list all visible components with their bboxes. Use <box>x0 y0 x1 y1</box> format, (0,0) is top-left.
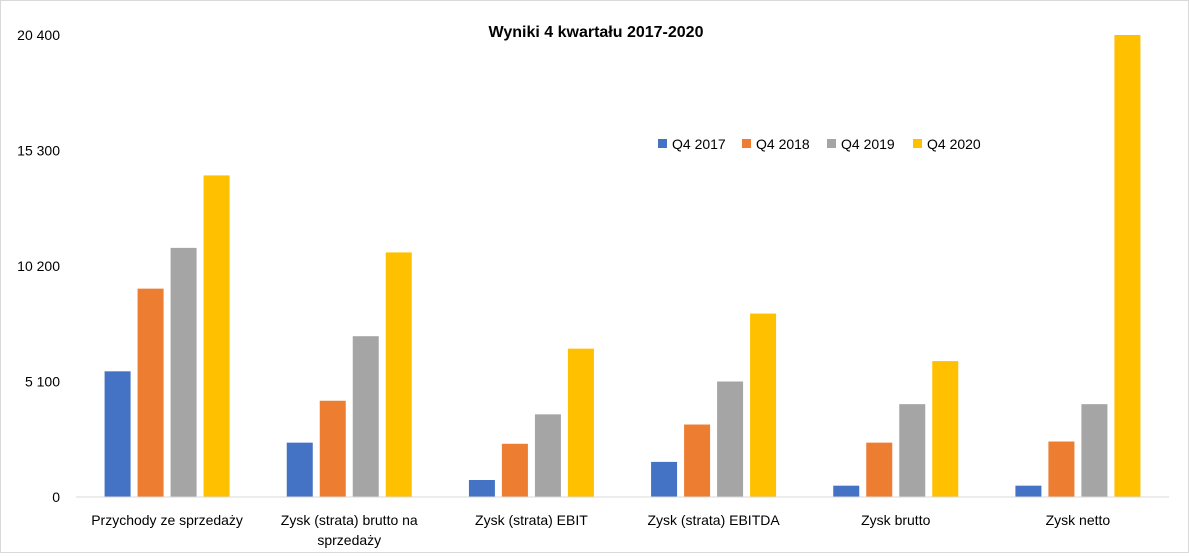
chart-title: Wyniki 4 kwartału 2017-2020 <box>489 24 704 41</box>
legend-swatch <box>742 139 751 148</box>
bar <box>104 371 131 497</box>
legend-label: Q4 2020 <box>927 136 981 152</box>
legend-label: Q4 2019 <box>841 136 895 152</box>
bar <box>137 288 164 497</box>
bar <box>468 480 495 497</box>
bar <box>932 361 959 497</box>
x-category-label: Zysk (strata) EBITDA <box>647 512 780 528</box>
y-axis-ticks: 0 5 100 10 200 15 300 20 400 <box>17 27 60 505</box>
bar <box>1114 35 1141 497</box>
bar <box>1015 485 1042 497</box>
bar <box>1081 404 1108 497</box>
x-category-label: Zysk (strata) EBIT <box>475 512 588 528</box>
bar <box>203 175 230 498</box>
bar <box>170 247 197 497</box>
legend: Q4 2017 Q4 2018 Q4 2019 Q4 2020 <box>658 136 981 152</box>
bar <box>651 461 678 497</box>
bar <box>750 313 777 497</box>
legend-swatch <box>913 139 922 148</box>
bar <box>567 348 594 497</box>
bar <box>899 404 926 497</box>
bar <box>286 442 313 497</box>
bar <box>534 414 561 497</box>
bar <box>833 485 860 497</box>
y-tick-label: 5 100 <box>25 374 60 390</box>
x-category-label: sprzedaży <box>317 532 381 548</box>
y-tick-label: 0 <box>52 489 60 505</box>
x-category-label: Przychody ze sprzedaży <box>91 512 243 528</box>
bar <box>352 336 379 497</box>
bar <box>866 442 893 497</box>
x-category-label: Zysk (strata) brutto na <box>281 512 418 528</box>
bar <box>717 381 744 497</box>
bars-group <box>104 35 1141 498</box>
y-tick-label: 10 200 <box>17 258 60 274</box>
bar <box>1048 441 1075 497</box>
legend-label: Q4 2017 <box>672 136 726 152</box>
y-tick-label: 20 400 <box>17 27 60 43</box>
legend-swatch <box>827 139 836 148</box>
x-category-label: Zysk brutto <box>861 512 930 528</box>
y-tick-label: 15 300 <box>17 143 60 159</box>
x-axis-category-labels: Przychody ze sprzedaży Zysk (strata) brut… <box>91 512 1110 548</box>
legend-swatch <box>658 139 667 148</box>
bar <box>684 424 711 497</box>
x-category-label: Zysk netto <box>1046 512 1111 528</box>
bar <box>319 400 346 497</box>
legend-label: Q4 2018 <box>756 136 810 152</box>
bar <box>501 443 528 497</box>
bar <box>385 252 412 497</box>
